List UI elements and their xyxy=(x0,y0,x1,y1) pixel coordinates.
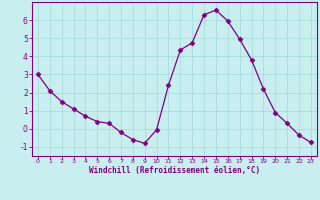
X-axis label: Windchill (Refroidissement éolien,°C): Windchill (Refroidissement éolien,°C) xyxy=(89,166,260,175)
